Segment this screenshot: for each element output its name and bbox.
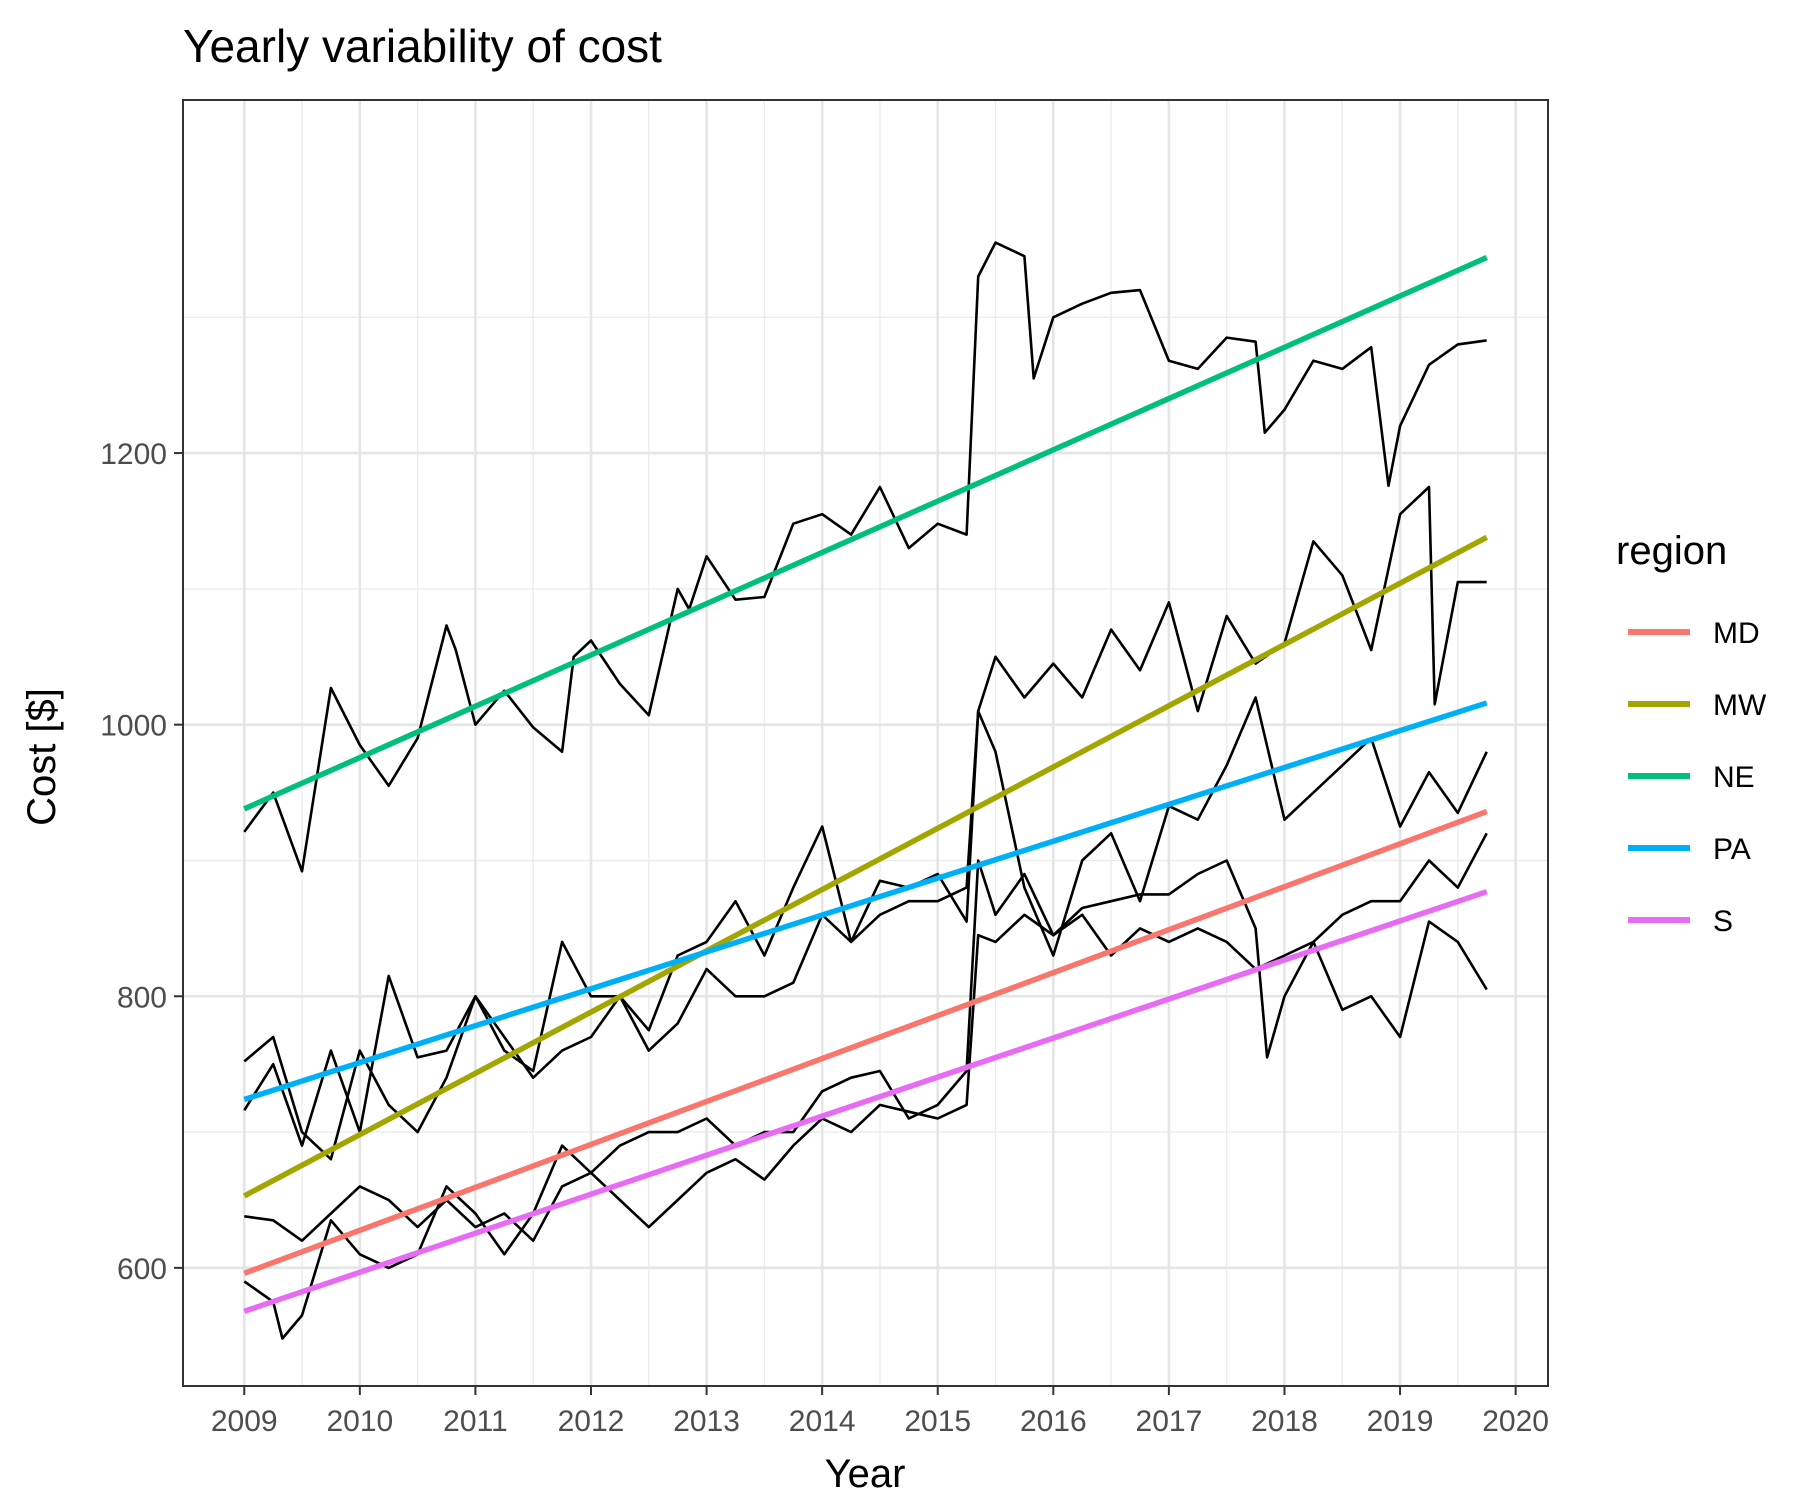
x-tick-label: 2015	[904, 1405, 971, 1438]
observed-series-line-4	[244, 913, 1488, 1242]
grid-minor	[183, 100, 1548, 1386]
y-axis-label: Cost [$]	[20, 688, 64, 826]
legend-items: MD MW NE PA S	[1628, 617, 1767, 938]
x-tick-label: 2017	[1136, 1405, 1203, 1438]
legend-label-md: MD	[1713, 617, 1760, 650]
y-axis: 600 800 1000 1200	[100, 438, 183, 1286]
trend-line-s	[243, 889, 1488, 1314]
x-tick-label: 2013	[673, 1405, 740, 1438]
plot-area	[182, 99, 1549, 1387]
trend-lines-group	[242, 255, 1489, 1314]
trend-line-ne	[243, 255, 1488, 812]
trend-line-pa	[243, 700, 1488, 1103]
x-tick-label: 2016	[1020, 1405, 1087, 1438]
x-axis-label: Year	[825, 1452, 906, 1496]
legend-title: region	[1616, 529, 1727, 573]
x-tick-label: 2018	[1251, 1405, 1318, 1438]
grid-major	[183, 100, 1548, 1386]
x-tick-label: 2019	[1367, 1405, 1434, 1438]
x-tick-label: 2014	[789, 1405, 856, 1438]
x-tick-label: 2020	[1482, 1405, 1549, 1438]
x-axis: 2009 2010 2011 2012 2013 2014 2015 2016 2017 2018…	[211, 1386, 1549, 1438]
y-tick-label: 800	[117, 981, 167, 1014]
observed-series-line-2	[243, 485, 1487, 1147]
trend-line-md	[243, 808, 1488, 1276]
legend-label-s: S	[1713, 905, 1733, 938]
x-tick-label: 2009	[211, 1405, 278, 1438]
y-tick-label: 1000	[100, 710, 167, 743]
legend-label-pa: PA	[1713, 833, 1751, 866]
chart-title: Yearly variability of cost	[183, 20, 662, 72]
y-tick-label: 600	[117, 1253, 167, 1286]
y-tick-label: 1200	[100, 438, 167, 471]
legend: region MD MW NE PA S	[1616, 529, 1767, 938]
observed-series-line-5	[243, 832, 1488, 1340]
legend-label-mw: MW	[1713, 689, 1767, 722]
panel-border	[182, 99, 1549, 1387]
x-tick-label: 2012	[558, 1405, 625, 1438]
observed-series-line-3	[243, 696, 1488, 1161]
x-tick-label: 2010	[326, 1405, 393, 1438]
trend-line-mw	[242, 534, 1489, 1199]
panel-background	[183, 100, 1548, 1386]
legend-label-ne: NE	[1713, 761, 1755, 794]
x-tick-label: 2011	[443, 1405, 508, 1438]
observed-series-group	[243, 241, 1488, 1340]
observed-series-line-1	[243, 241, 1487, 873]
